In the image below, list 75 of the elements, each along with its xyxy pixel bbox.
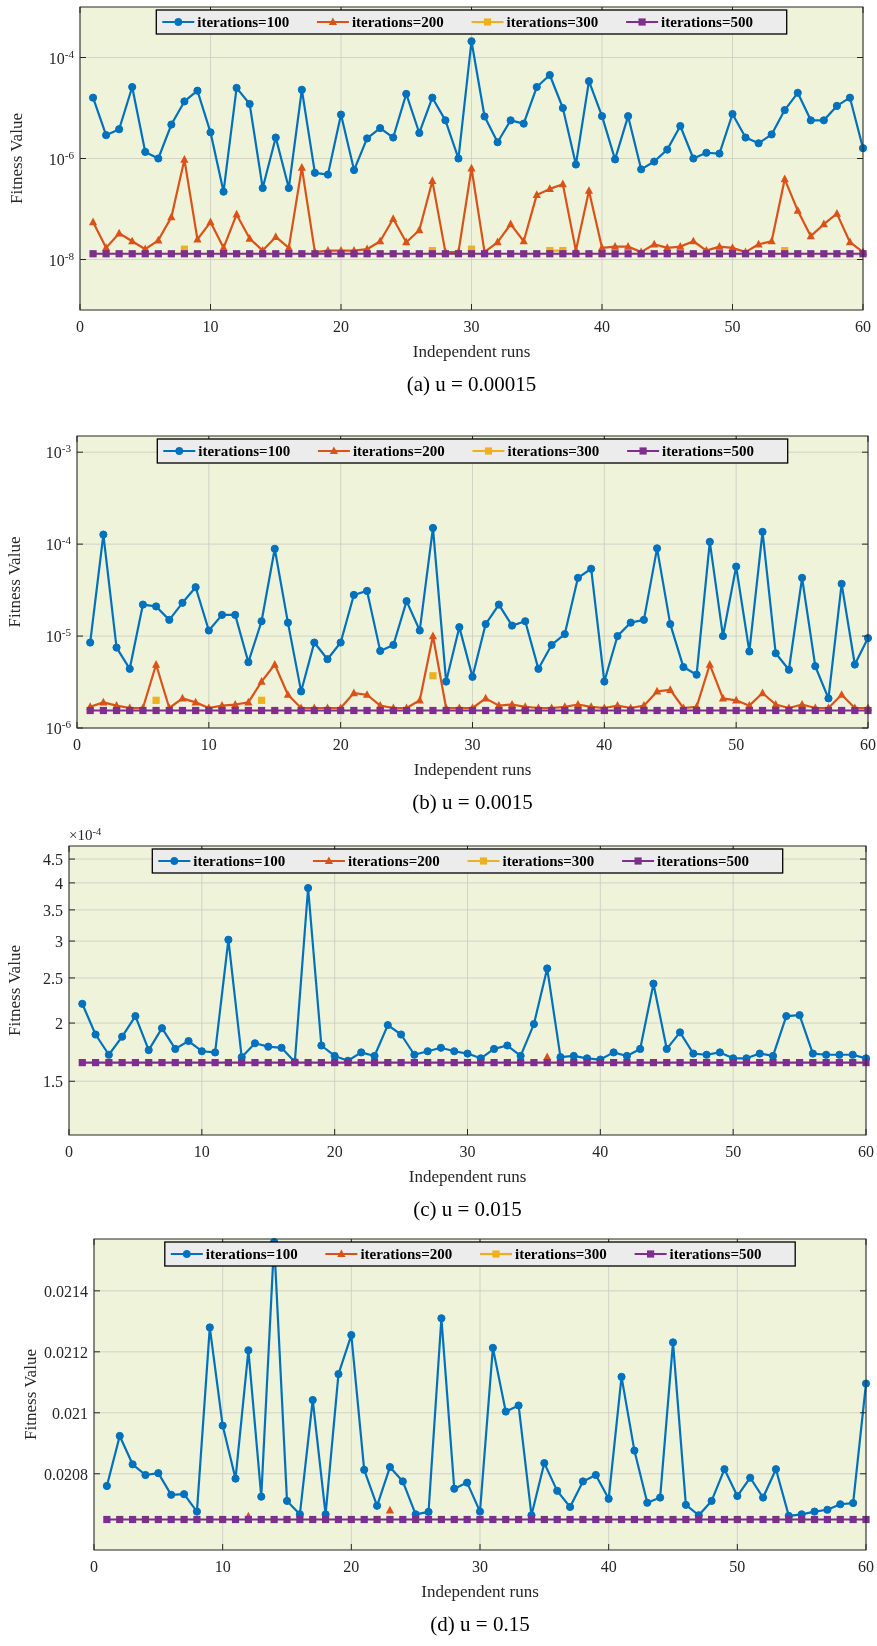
legend-label: iterations=300: [502, 853, 595, 869]
x-tick-label: 20: [343, 1558, 360, 1575]
text: (c) u = 0.015: [413, 1197, 522, 1221]
legend-label: iterations=200: [347, 853, 440, 869]
x-tick-label: 60: [860, 736, 876, 753]
x-tick-label: 10: [193, 1143, 210, 1160]
x-tick-label: 10: [202, 318, 219, 335]
y-tick-label: 10$^{-6}$: [48, 148, 75, 168]
x-tick-label: 40: [596, 736, 613, 753]
x-tick-label: 20: [333, 318, 349, 335]
x-tick-label: 0: [73, 736, 81, 753]
y-tick-label: 10$^{-4}$: [45, 534, 72, 554]
x-tick-label: 50: [725, 1143, 742, 1160]
y-tick-label: 0.0214: [44, 1282, 88, 1300]
x-tick-label: 20: [326, 1143, 343, 1160]
legend-label: iterations=300: [506, 14, 599, 30]
y-axis-title: Fitness Value: [7, 113, 26, 204]
x-axis-title: Independent runs: [408, 1167, 527, 1186]
x-tick-label: 60: [855, 318, 871, 335]
text: (d) u = 0.15: [430, 1612, 530, 1636]
y-tick-label: 10$^{-5}$: [45, 626, 72, 646]
y-tick-label: 10$^{-8}$: [48, 249, 75, 269]
x-tick-label: 0: [65, 1143, 73, 1160]
x-tick-label: 10: [200, 736, 217, 753]
x-tick-label: 0: [76, 318, 84, 335]
x-tick-label: 50: [729, 1558, 746, 1575]
x-tick-label: 30: [459, 1143, 476, 1160]
x-tick-label: 30: [463, 318, 480, 335]
x-tick-label: 0: [90, 1558, 98, 1575]
y-tick-label: 1.5: [43, 1073, 63, 1091]
legend-label: iterations=500: [661, 14, 753, 30]
legend-label: iterations=500: [662, 443, 754, 459]
x-tick-label: 30: [472, 1558, 488, 1575]
x-tick-label: 30: [464, 736, 481, 753]
x-tick-label: 40: [594, 318, 610, 335]
x-axis-title: Independent runs: [413, 760, 532, 779]
x-tick-label: 60: [858, 1143, 874, 1160]
y-axis-title: Fitness Value: [5, 945, 24, 1036]
x-axis-title: Independent runs: [412, 342, 531, 361]
x-tick-label: 50: [728, 736, 745, 753]
y-tick-label: 3.5: [43, 901, 63, 919]
text: (b) u = 0.0015: [412, 790, 533, 814]
text: (a) u = 0.00015: [406, 372, 537, 396]
legend-label: iterations=100: [197, 14, 290, 30]
y-axis-title: Fitness Value: [5, 536, 24, 628]
x-tick-label: 20: [332, 736, 349, 753]
y-tick-label: 2: [55, 1015, 63, 1033]
text: ×10$^{-4}$: [69, 825, 102, 843]
y-tick-label: 4.5: [43, 851, 63, 869]
y-tick-label: 3: [55, 933, 63, 951]
x-tick-label: 40: [592, 1143, 609, 1160]
legend-label: iterations=200: [352, 443, 445, 459]
x-tick-label: 60: [858, 1558, 874, 1575]
y-tick-label: 0.021: [52, 1404, 88, 1422]
y-tick-label: 10$^{-6}$: [45, 718, 72, 737]
x-tick-label: 40: [600, 1558, 617, 1575]
legend-label: iterations=100: [193, 853, 286, 869]
legend-label: iterations=300: [515, 1246, 607, 1262]
legend-label: iterations=500: [669, 1246, 762, 1262]
legend-label: iterations=100: [198, 443, 291, 459]
x-tick-label: 50: [724, 318, 741, 335]
y-tick-label: 10$^{-4}$: [48, 47, 75, 67]
legend-label: iterations=200: [351, 14, 444, 30]
legend-label: iterations=100: [205, 1246, 298, 1262]
y-tick-label: 0.0208: [44, 1465, 88, 1483]
legend-label: iterations=500: [657, 853, 749, 869]
y-axis-title: Fitness Value: [21, 1349, 40, 1440]
x-axis-title: Independent runs: [421, 1582, 539, 1601]
x-tick-label: 10: [214, 1558, 231, 1575]
y-tick-label: 10$^{-3}$: [45, 442, 72, 462]
y-tick-label: 2.5: [43, 969, 63, 987]
y-tick-label: 0.0212: [44, 1343, 88, 1361]
legend-label: iterations=200: [360, 1246, 453, 1262]
y-tick-label: 4: [55, 874, 63, 892]
legend-label: iterations=300: [507, 443, 600, 459]
